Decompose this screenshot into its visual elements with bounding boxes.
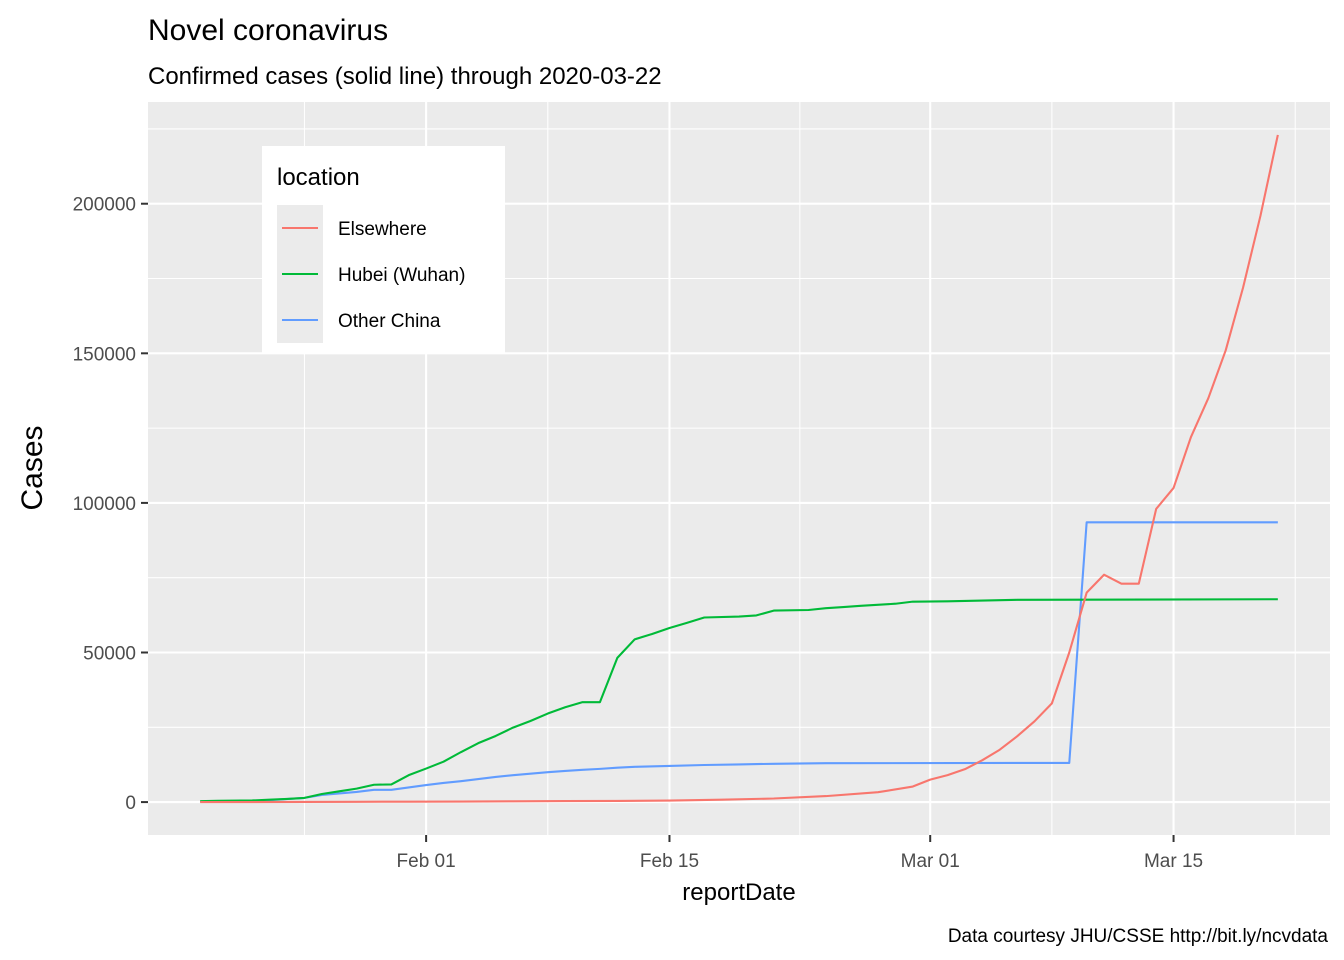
grid-minor: [148, 102, 1330, 835]
series-line-elsewhere: [200, 134, 1279, 804]
x-tick-label: Feb 01: [397, 851, 456, 872]
x-tick-label: Feb 15: [640, 851, 699, 872]
y-axis: 0 50000 100000 150000 200000: [73, 195, 148, 814]
legend: location Elsewhere Hubei (Wuhan) Other Chi…: [262, 146, 505, 354]
x-axis: Feb 01 Feb 15 Mar 01 Mar 15: [397, 835, 1203, 872]
legend-label-hubei-wuhan: Hubei (Wuhan): [338, 265, 465, 286]
chart-subtitle: Confirmed cases (solid line) through 202…: [148, 63, 662, 90]
x-axis-title: reportDate: [682, 879, 795, 906]
series-line-other-china: [200, 521, 1278, 803]
legend-items: Elsewhere Hubei (Wuhan) Other China: [277, 205, 465, 343]
y-tick-label: 150000: [73, 344, 136, 365]
x-tick-label: Mar 15: [1144, 851, 1203, 872]
chart-caption: Data courtesy JHU/CSSE http://bit.ly/ncv…: [948, 926, 1329, 947]
y-tick-label: 50000: [83, 643, 136, 664]
y-tick-label: 0: [125, 793, 136, 814]
legend-label-other-china: Other China: [338, 311, 441, 332]
series-group: [200, 134, 1279, 804]
y-axis-title: Cases: [16, 425, 49, 510]
legend-title: location: [277, 164, 360, 191]
y-tick-label: 200000: [73, 195, 136, 216]
chart-title: Novel coronavirus: [148, 14, 388, 47]
x-tick-label: Mar 01: [901, 851, 960, 872]
series-line-hubei-wuhan: [200, 598, 1278, 803]
legend-label-elsewhere: Elsewhere: [338, 219, 427, 240]
y-tick-label: 100000: [73, 494, 136, 515]
